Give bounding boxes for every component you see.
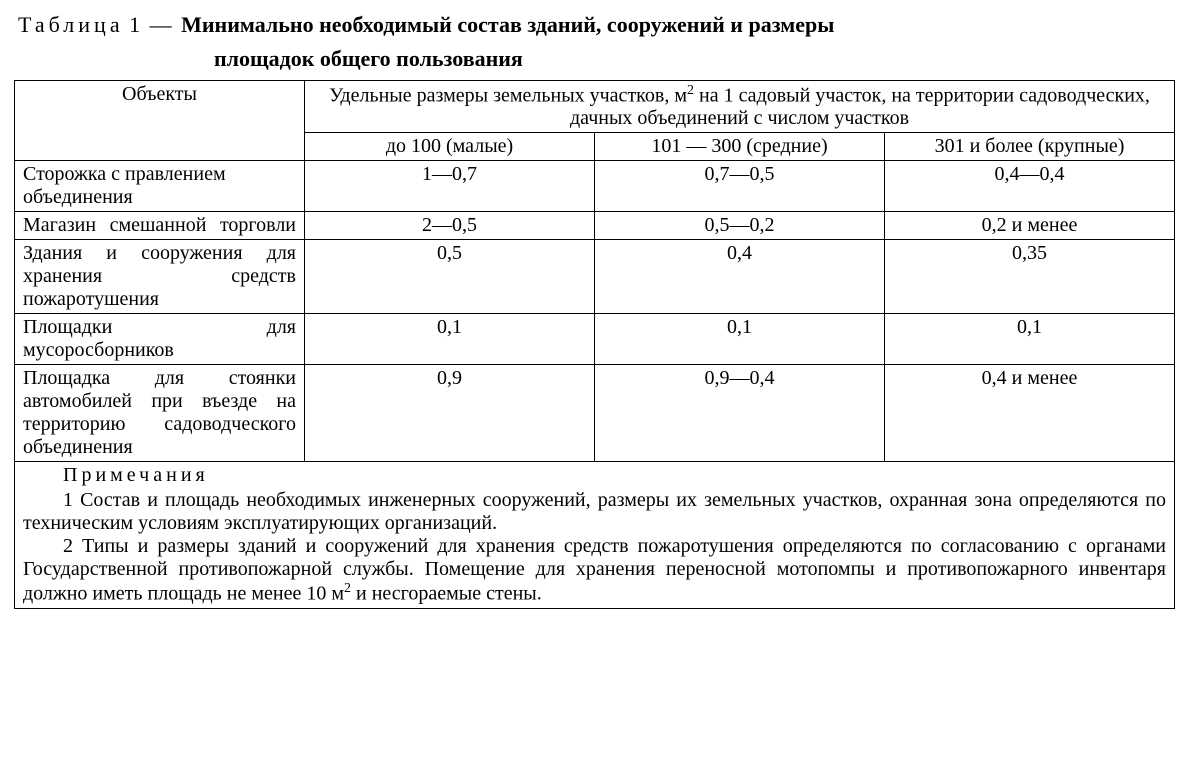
table-caption: Таблица 1 — Минимально необходимый соста… — [18, 10, 1174, 40]
document-page: Таблица 1 — Минимально необходимый соста… — [0, 0, 1188, 629]
caption-main-line1: Минимально необходимый состав зданий, со… — [181, 12, 834, 37]
cell-value-3: 0,35 — [885, 240, 1175, 314]
caption-dash: — — [146, 12, 176, 37]
cell-value-2: 0,1 — [595, 314, 885, 365]
cell-value-1: 0,1 — [305, 314, 595, 365]
table-row: Магазин смешанной торговли2—0,50,5—0,20,… — [15, 212, 1175, 240]
notes-cell: Примечания 1 Состав и площадь необходимы… — [15, 462, 1175, 609]
header-objects: Объекты — [15, 80, 305, 161]
cell-object: Сторожка с правлением объединения — [15, 161, 305, 212]
header-col-1: до 100 (малые) — [305, 133, 595, 161]
note-1: 1 Состав и площадь необходимых инженерны… — [23, 489, 1166, 535]
cell-value-2: 0,9—0,4 — [595, 365, 885, 462]
cell-value-2: 0,4 — [595, 240, 885, 314]
header-span: Удельные размеры земельных участков, м2 … — [305, 80, 1175, 133]
table-row: Здания и сооружения для хранения средств… — [15, 240, 1175, 314]
note-2: 2 Типы и размеры зданий и сооружений для… — [23, 535, 1166, 606]
cell-value-1: 1—0,7 — [305, 161, 595, 212]
cell-value-1: 0,5 — [305, 240, 595, 314]
cell-object: Площадки для мусоросборников — [15, 314, 305, 365]
caption-main-line2: площадок общего пользования — [214, 46, 1174, 72]
notes-row: Примечания 1 Состав и площадь необходимы… — [15, 462, 1175, 609]
table-row: Площадки для мусоросборников0,10,10,1 — [15, 314, 1175, 365]
header-col-3: 301 и более (крупные) — [885, 133, 1175, 161]
notes-title: Примечания — [23, 464, 1166, 487]
caption-prefix: Таблица — [18, 12, 124, 37]
cell-value-3: 0,1 — [885, 314, 1175, 365]
cell-value-3: 0,4—0,4 — [885, 161, 1175, 212]
cell-value-2: 0,5—0,2 — [595, 212, 885, 240]
cell-object: Магазин смешанной торговли — [15, 212, 305, 240]
caption-number: 1 — [129, 12, 140, 37]
cell-object: Здания и сооружения для хранения средств… — [15, 240, 305, 314]
main-table: Объекты Удельные размеры земельных участ… — [14, 80, 1175, 609]
cell-value-3: 0,4 и менее — [885, 365, 1175, 462]
cell-value-1: 0,9 — [305, 365, 595, 462]
cell-value-1: 2—0,5 — [305, 212, 595, 240]
cell-object: Площадка для стоянки автомобилей при въе… — [15, 365, 305, 462]
table-head: Объекты Удельные размеры земельных участ… — [15, 80, 1175, 161]
table-body: Сторожка с правлением объединения1—0,70,… — [15, 161, 1175, 462]
cell-value-3: 0,2 и менее — [885, 212, 1175, 240]
header-col-2: 101 — 300 (средние) — [595, 133, 885, 161]
cell-value-2: 0,7—0,5 — [595, 161, 885, 212]
table-row: Площадка для стоянки автомобилей при въе… — [15, 365, 1175, 462]
table-row: Сторожка с правлением объединения1—0,70,… — [15, 161, 1175, 212]
